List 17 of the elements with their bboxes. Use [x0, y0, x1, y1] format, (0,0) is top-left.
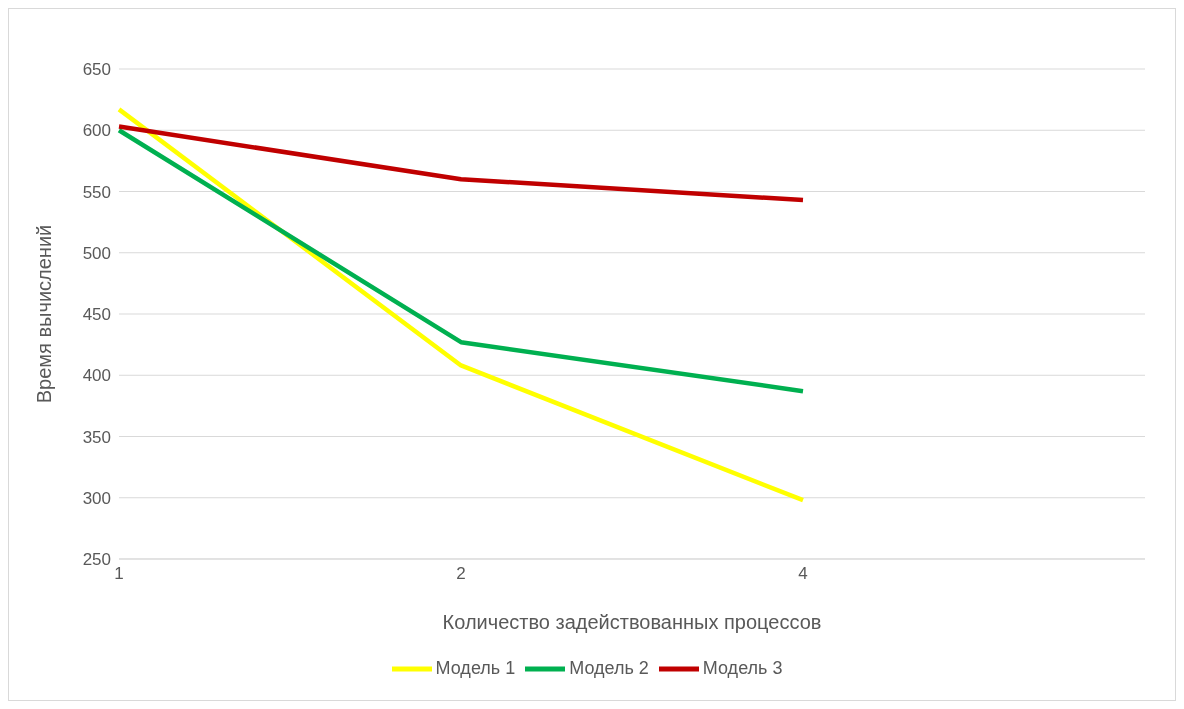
y-tick-label: 500: [82, 243, 111, 263]
legend-label: Модель 2: [569, 657, 649, 678]
x-tick-label: 2: [456, 564, 466, 584]
y-tick-label: 450: [82, 305, 111, 325]
x-tick-label: 1: [114, 564, 124, 584]
y-axis-title: Время вычислений: [33, 224, 56, 404]
y-tick-label: 650: [82, 60, 111, 80]
y-tick-label: 400: [82, 366, 111, 386]
x-axis-title: Количество задействованных процессов: [442, 611, 822, 633]
y-tick-label: 250: [82, 550, 111, 570]
y-tick-label: 300: [82, 488, 111, 508]
legend-label: Модель 1: [435, 657, 516, 678]
legend-label: Модель 3: [702, 657, 783, 678]
y-tick-label: 600: [82, 121, 111, 141]
y-tick-label: 350: [82, 427, 111, 447]
y-tick-label: 550: [82, 182, 111, 202]
x-tick-label: 4: [798, 564, 808, 584]
